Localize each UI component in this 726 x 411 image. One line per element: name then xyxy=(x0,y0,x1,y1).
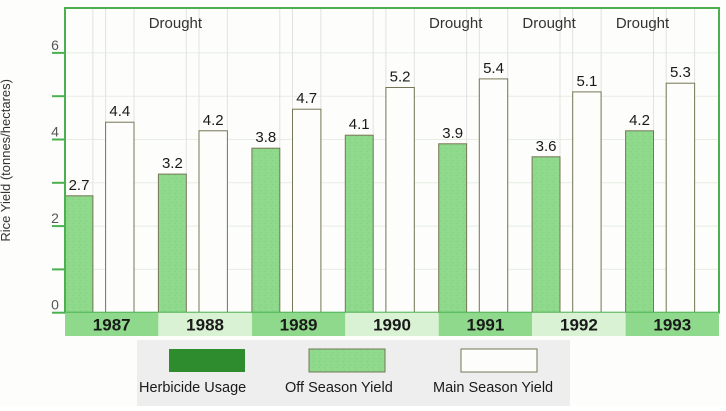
svg-text:1993: 1993 xyxy=(653,315,691,334)
svg-text:3.9: 3.9 xyxy=(442,125,463,142)
svg-text:4.1: 4.1 xyxy=(349,116,370,133)
svg-text:2: 2 xyxy=(51,210,59,226)
svg-text:4: 4 xyxy=(51,124,59,140)
svg-text:Drought: Drought xyxy=(616,15,670,32)
svg-text:5.4: 5.4 xyxy=(483,60,504,77)
svg-text:Herbicide Usage: Herbicide Usage xyxy=(139,380,246,396)
svg-text:4.2: 4.2 xyxy=(629,112,650,129)
svg-text:1992: 1992 xyxy=(560,315,598,334)
svg-text:5.2: 5.2 xyxy=(390,69,411,86)
svg-text:Off Season Yield: Off Season Yield xyxy=(285,380,393,396)
svg-text:1990: 1990 xyxy=(373,315,411,334)
svg-text:3.6: 3.6 xyxy=(536,138,557,155)
svg-text:4.7: 4.7 xyxy=(296,90,317,107)
svg-text:4.4: 4.4 xyxy=(109,103,130,120)
svg-text:3.2: 3.2 xyxy=(162,155,183,172)
svg-text:2.7: 2.7 xyxy=(69,177,90,194)
svg-text:5.3: 5.3 xyxy=(670,64,691,81)
svg-text:4.2: 4.2 xyxy=(203,112,224,129)
svg-text:5.1: 5.1 xyxy=(576,73,597,90)
svg-text:1991: 1991 xyxy=(466,315,504,334)
svg-text:Drought: Drought xyxy=(522,15,576,32)
svg-text:Main Season Yield: Main Season Yield xyxy=(433,380,553,396)
svg-text:Rice Yield (tonnes/hectares): Rice Yield (tonnes/hectares) xyxy=(0,79,13,242)
svg-text:Drought: Drought xyxy=(429,15,483,32)
svg-text:3.8: 3.8 xyxy=(255,129,276,146)
svg-text:1989: 1989 xyxy=(280,315,318,334)
svg-text:1988: 1988 xyxy=(186,315,224,334)
svg-text:6: 6 xyxy=(51,37,59,53)
svg-text:0: 0 xyxy=(51,297,59,313)
svg-text:1987: 1987 xyxy=(93,315,131,334)
svg-text:Drought: Drought xyxy=(149,15,203,32)
